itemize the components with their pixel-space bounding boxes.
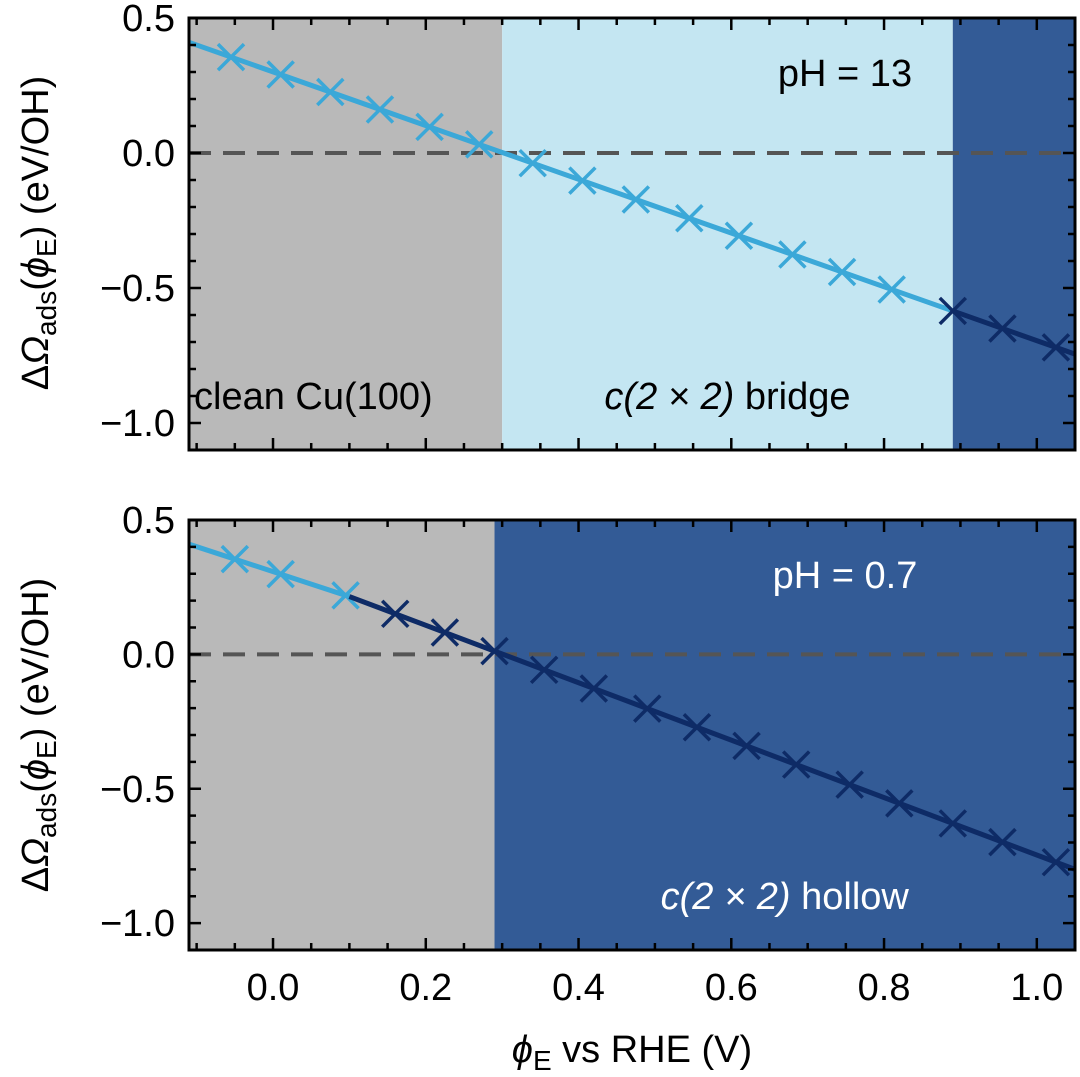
y-axis-label-top: ΔΩads(ϕE) (eV/OH) <box>15 76 62 391</box>
data-point-1-1-1 <box>430 618 460 647</box>
data-point-0-0-2 <box>316 77 345 107</box>
data-point-1-0-2 <box>331 581 360 610</box>
x-tick-label: 0.4 <box>552 967 605 1009</box>
data-point-0-0-11 <box>778 240 807 269</box>
data-point-1-1-7 <box>732 731 761 761</box>
y-tick-label: −1.0 <box>100 403 175 445</box>
y-tick-label: 0.0 <box>122 133 175 175</box>
x-tick-label: 0.8 <box>858 967 911 1009</box>
data-point-1-1-4 <box>579 674 609 703</box>
data-point-1-1-6 <box>682 713 712 742</box>
x-axis-label: ϕE vs RHE (V) <box>512 1029 752 1076</box>
data-point-0-0-13 <box>877 275 906 304</box>
x-axis-tick-labels: 0.0 0.2 0.4 0.6 0.8 1.0 <box>247 967 1064 1009</box>
data-point-0-0-12 <box>827 257 857 287</box>
data-point-0-0-0 <box>216 42 246 72</box>
region-0-2 <box>952 18 1075 450</box>
data-point-0-1-0 <box>938 296 968 326</box>
ph-annotation: pH = 0.7 <box>773 555 918 597</box>
region-0-0 <box>189 18 503 450</box>
region-1-0 <box>189 520 495 950</box>
panel-ph07: 0.5 0.0 −0.5 −1.0 pH = 0.7 c(2 × 2) hollow <box>100 500 1077 952</box>
region-1-1 <box>494 520 1076 950</box>
data-point-1-1-12 <box>988 827 1017 857</box>
data-point-0-0-7 <box>568 166 597 195</box>
data-point-1-1-5 <box>633 694 662 723</box>
data-point-0-1-1 <box>988 314 1017 343</box>
region-label: c(2 × 2) bridge <box>604 376 850 418</box>
data-point-1-0-1 <box>266 559 295 589</box>
y-tick-label: 0.5 <box>122 500 175 542</box>
data-point-0-0-4 <box>415 112 444 142</box>
ph-annotation: pH = 13 <box>778 53 912 95</box>
data-point-0-0-10 <box>724 221 754 250</box>
x-tick-label: 0.6 <box>705 967 758 1009</box>
series-line-1-0 <box>188 541 351 599</box>
panel-ph13: 0.5 0.0 −0.5 −1.0 pH = 13 clean Cu(100) c(2 × … <box>100 0 1077 452</box>
data-point-1-1-0 <box>380 599 410 629</box>
region-label: clean Cu(100) <box>194 376 433 418</box>
data-point-0-0-9 <box>675 204 704 233</box>
data-point-1-1-9 <box>835 770 864 799</box>
y-tick-label: 0.5 <box>122 0 175 40</box>
x-tick-label: 1.0 <box>1010 967 1063 1009</box>
data-point-1-1-2 <box>480 636 509 666</box>
data-point-1-0-0 <box>220 544 250 574</box>
data-point-0-0-3 <box>365 95 395 124</box>
data-point-0-0-8 <box>621 185 651 214</box>
data-point-0-1-2 <box>1041 333 1071 362</box>
data-point-1-1-8 <box>781 750 811 779</box>
y-tick-label: −1.0 <box>100 903 175 945</box>
data-point-0-0-6 <box>518 148 547 178</box>
data-point-1-1-3 <box>529 655 559 685</box>
data-point-0-0-1 <box>266 60 295 89</box>
data-point-1-1-10 <box>885 789 914 818</box>
region-label: c(2 × 2) hollow <box>661 876 910 918</box>
series-line-0-0 <box>188 39 954 314</box>
y-tick-label: −0.5 <box>100 769 175 811</box>
x-tick-label: 0.0 <box>247 967 300 1009</box>
y-tick-label: −0.5 <box>100 268 175 310</box>
y-axis-label-bottom: ΔΩads(ϕE) (eV/OH) <box>15 578 62 893</box>
y-tick-label: 0.0 <box>122 634 175 676</box>
data-point-1-1-13 <box>1041 847 1071 877</box>
data-point-1-1-11 <box>938 809 968 838</box>
data-point-0-0-5 <box>465 130 494 159</box>
x-tick-label: 0.2 <box>399 967 452 1009</box>
